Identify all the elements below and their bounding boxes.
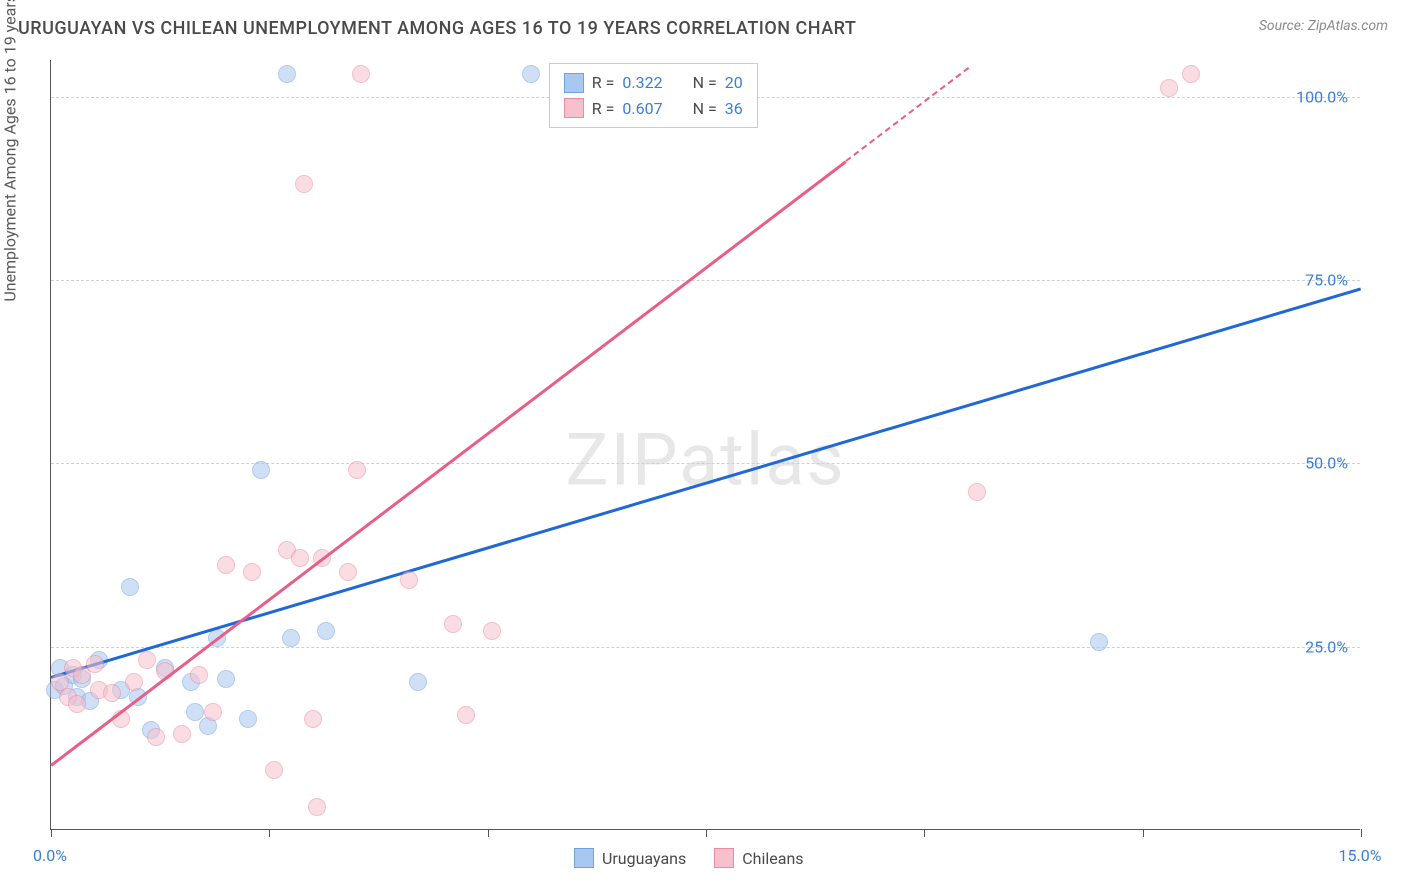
scatter-point-chileans [103,684,121,702]
scatter-point-chileans [457,706,475,724]
scatter-point-chileans [190,666,208,684]
scatter-point-chileans [147,728,165,746]
gridline [51,280,1360,281]
n-value: 36 [725,96,743,122]
x-tick [1361,829,1362,837]
n-label: N = [693,70,717,96]
legend-swatch-uruguayans [574,848,594,868]
scatter-point-chileans [217,556,235,574]
scatter-point-uruguayans [239,710,257,728]
x-tick-label: 15.0% [1339,846,1382,865]
x-tick [706,829,707,837]
legend-item-chileans: Chileans [714,848,803,868]
r-value: 0.607 [622,96,662,122]
scatter-point-chileans [125,673,143,691]
legend-label: Chileans [742,849,803,868]
legend-row-chileans: R = 0.607 N = 36 [564,96,743,122]
x-tick-label: 0.0% [33,846,67,865]
scatter-point-chileans [204,703,222,721]
scatter-point-uruguayans [252,461,270,479]
legend-item-uruguayans: Uruguayans [574,848,686,868]
scatter-point-chileans [400,571,418,589]
scatter-point-chileans [243,563,261,581]
legend-swatch-chileans [564,98,584,118]
scatter-point-chileans [339,563,357,581]
scatter-point-uruguayans [1090,633,1108,651]
watermark: ZIPatlas [565,417,845,502]
scatter-point-chileans [352,65,370,83]
scatter-point-uruguayans [121,578,139,596]
x-tick [51,829,52,837]
scatter-point-uruguayans [186,703,204,721]
gridline [51,463,1360,464]
chart-title: URUGUAYAN VS CHILEAN UNEMPLOYMENT AMONG … [18,18,856,39]
n-value: 20 [725,70,743,96]
source-attribution: Source: ZipAtlas.com [1259,18,1388,34]
gridline [51,647,1360,648]
scatter-point-uruguayans [217,670,235,688]
scatter-point-uruguayans [409,673,427,691]
trend-line-uruguayans [51,287,1362,678]
scatter-point-chileans [295,175,313,193]
scatter-point-chileans [68,695,86,713]
legend-swatch-chileans [714,848,734,868]
x-tick [488,829,489,837]
scatter-point-chileans [173,725,191,743]
scatter-point-chileans [348,461,366,479]
r-label: R = [592,96,615,122]
y-tick-label: 75.0% [1305,271,1348,290]
scatter-point-chileans [86,655,104,673]
scatter-point-chileans [444,615,462,633]
n-label: N = [693,96,717,122]
scatter-point-uruguayans [522,65,540,83]
scatter-point-chileans [1160,79,1178,97]
scatter-point-chileans [304,710,322,728]
legend-row-uruguayans: R = 0.322 N = 20 [564,70,743,96]
scatter-point-uruguayans [317,622,335,640]
legend-swatch-uruguayans [564,73,584,93]
scatter-point-uruguayans [278,65,296,83]
scatter-point-chileans [291,549,309,567]
y-tick-label: 100.0% [1296,87,1348,106]
scatter-point-chileans [138,651,156,669]
scatter-chart: ZIPatlas 25.0% 50.0% 75.0% 100.0% R = 0.322 N … [50,60,1360,830]
y-axis-label: Unemployment Among Ages 16 to 19 years [1,0,20,302]
scatter-point-chileans [265,761,283,779]
legend-label: Uruguayans [602,849,686,868]
x-tick [924,829,925,837]
scatter-point-chileans [308,798,326,816]
x-tick [1143,829,1144,837]
y-tick-label: 50.0% [1305,454,1348,473]
chart-header: URUGUAYAN VS CHILEAN UNEMPLOYMENT AMONG … [18,18,1388,39]
scatter-point-chileans [1182,65,1200,83]
x-tick [269,829,270,837]
r-value: 0.322 [622,70,662,96]
scatter-point-chileans [968,483,986,501]
correlation-legend: R = 0.322 N = 20 R = 0.607 N = 36 [549,63,758,128]
r-label: R = [592,70,615,96]
scatter-point-uruguayans [282,629,300,647]
trend-line-chileans-dashed [845,68,968,162]
y-tick-label: 25.0% [1305,637,1348,656]
scatter-point-chileans [483,622,501,640]
series-legend: Uruguayans Chileans [574,848,804,868]
